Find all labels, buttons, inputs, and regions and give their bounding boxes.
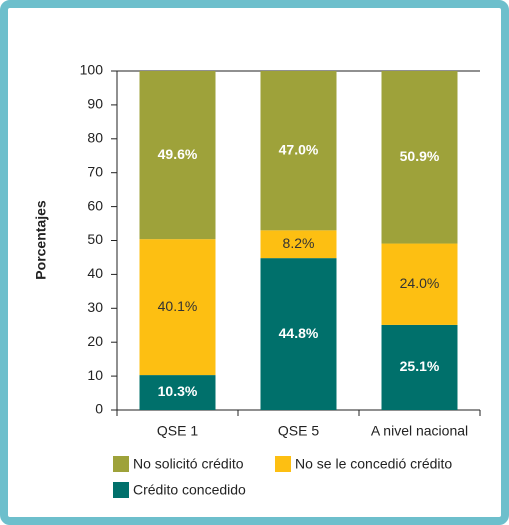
x-tick-label: QSE 1 (157, 423, 198, 439)
value-label: 24.0% (400, 275, 440, 291)
legend-swatch (113, 482, 129, 498)
legend-swatch (275, 456, 291, 472)
y-tick-label: 50 (87, 231, 103, 247)
bar-segment (139, 375, 216, 410)
legend-label: No se le concedió crédito (295, 456, 452, 472)
y-tick-label: 90 (87, 96, 103, 112)
bar-segment (381, 71, 458, 244)
y-axis-label: Porcentajes (33, 200, 49, 280)
value-label: 40.1% (158, 298, 198, 314)
y-tick-label: 30 (87, 299, 103, 315)
legend-label: No solicitó crédito (133, 456, 244, 472)
value-label: 50.9% (400, 148, 440, 164)
value-label: 49.6% (158, 146, 198, 162)
bar-segment (381, 324, 458, 410)
x-tick-label: A nivel nacional (371, 423, 468, 439)
y-tick-label: 10 (87, 367, 103, 383)
x-tick-label: QSE 5 (278, 423, 319, 439)
y-tick-label: 60 (87, 197, 103, 213)
value-label: 8.2% (283, 235, 315, 251)
bar-segment (381, 243, 458, 325)
y-tick-label: 80 (87, 130, 103, 146)
bar-segment (260, 230, 337, 259)
bar-segment (139, 239, 216, 376)
y-tick-label: 70 (87, 163, 103, 179)
value-label: 25.1% (400, 358, 440, 374)
bar-segment (260, 258, 337, 410)
y-tick-label: 100 (80, 62, 104, 78)
bar-segment (260, 71, 337, 231)
y-tick-label: 20 (87, 333, 103, 349)
value-label: 47.0% (279, 141, 319, 157)
value-label: 10.3% (158, 383, 198, 399)
y-tick-label: 0 (95, 401, 103, 417)
legend-swatch (113, 456, 129, 472)
value-label: 44.8% (279, 325, 319, 341)
legend-label: Crédito concedido (133, 482, 246, 498)
bar-segment (139, 71, 216, 240)
y-tick-label: 40 (87, 265, 103, 281)
